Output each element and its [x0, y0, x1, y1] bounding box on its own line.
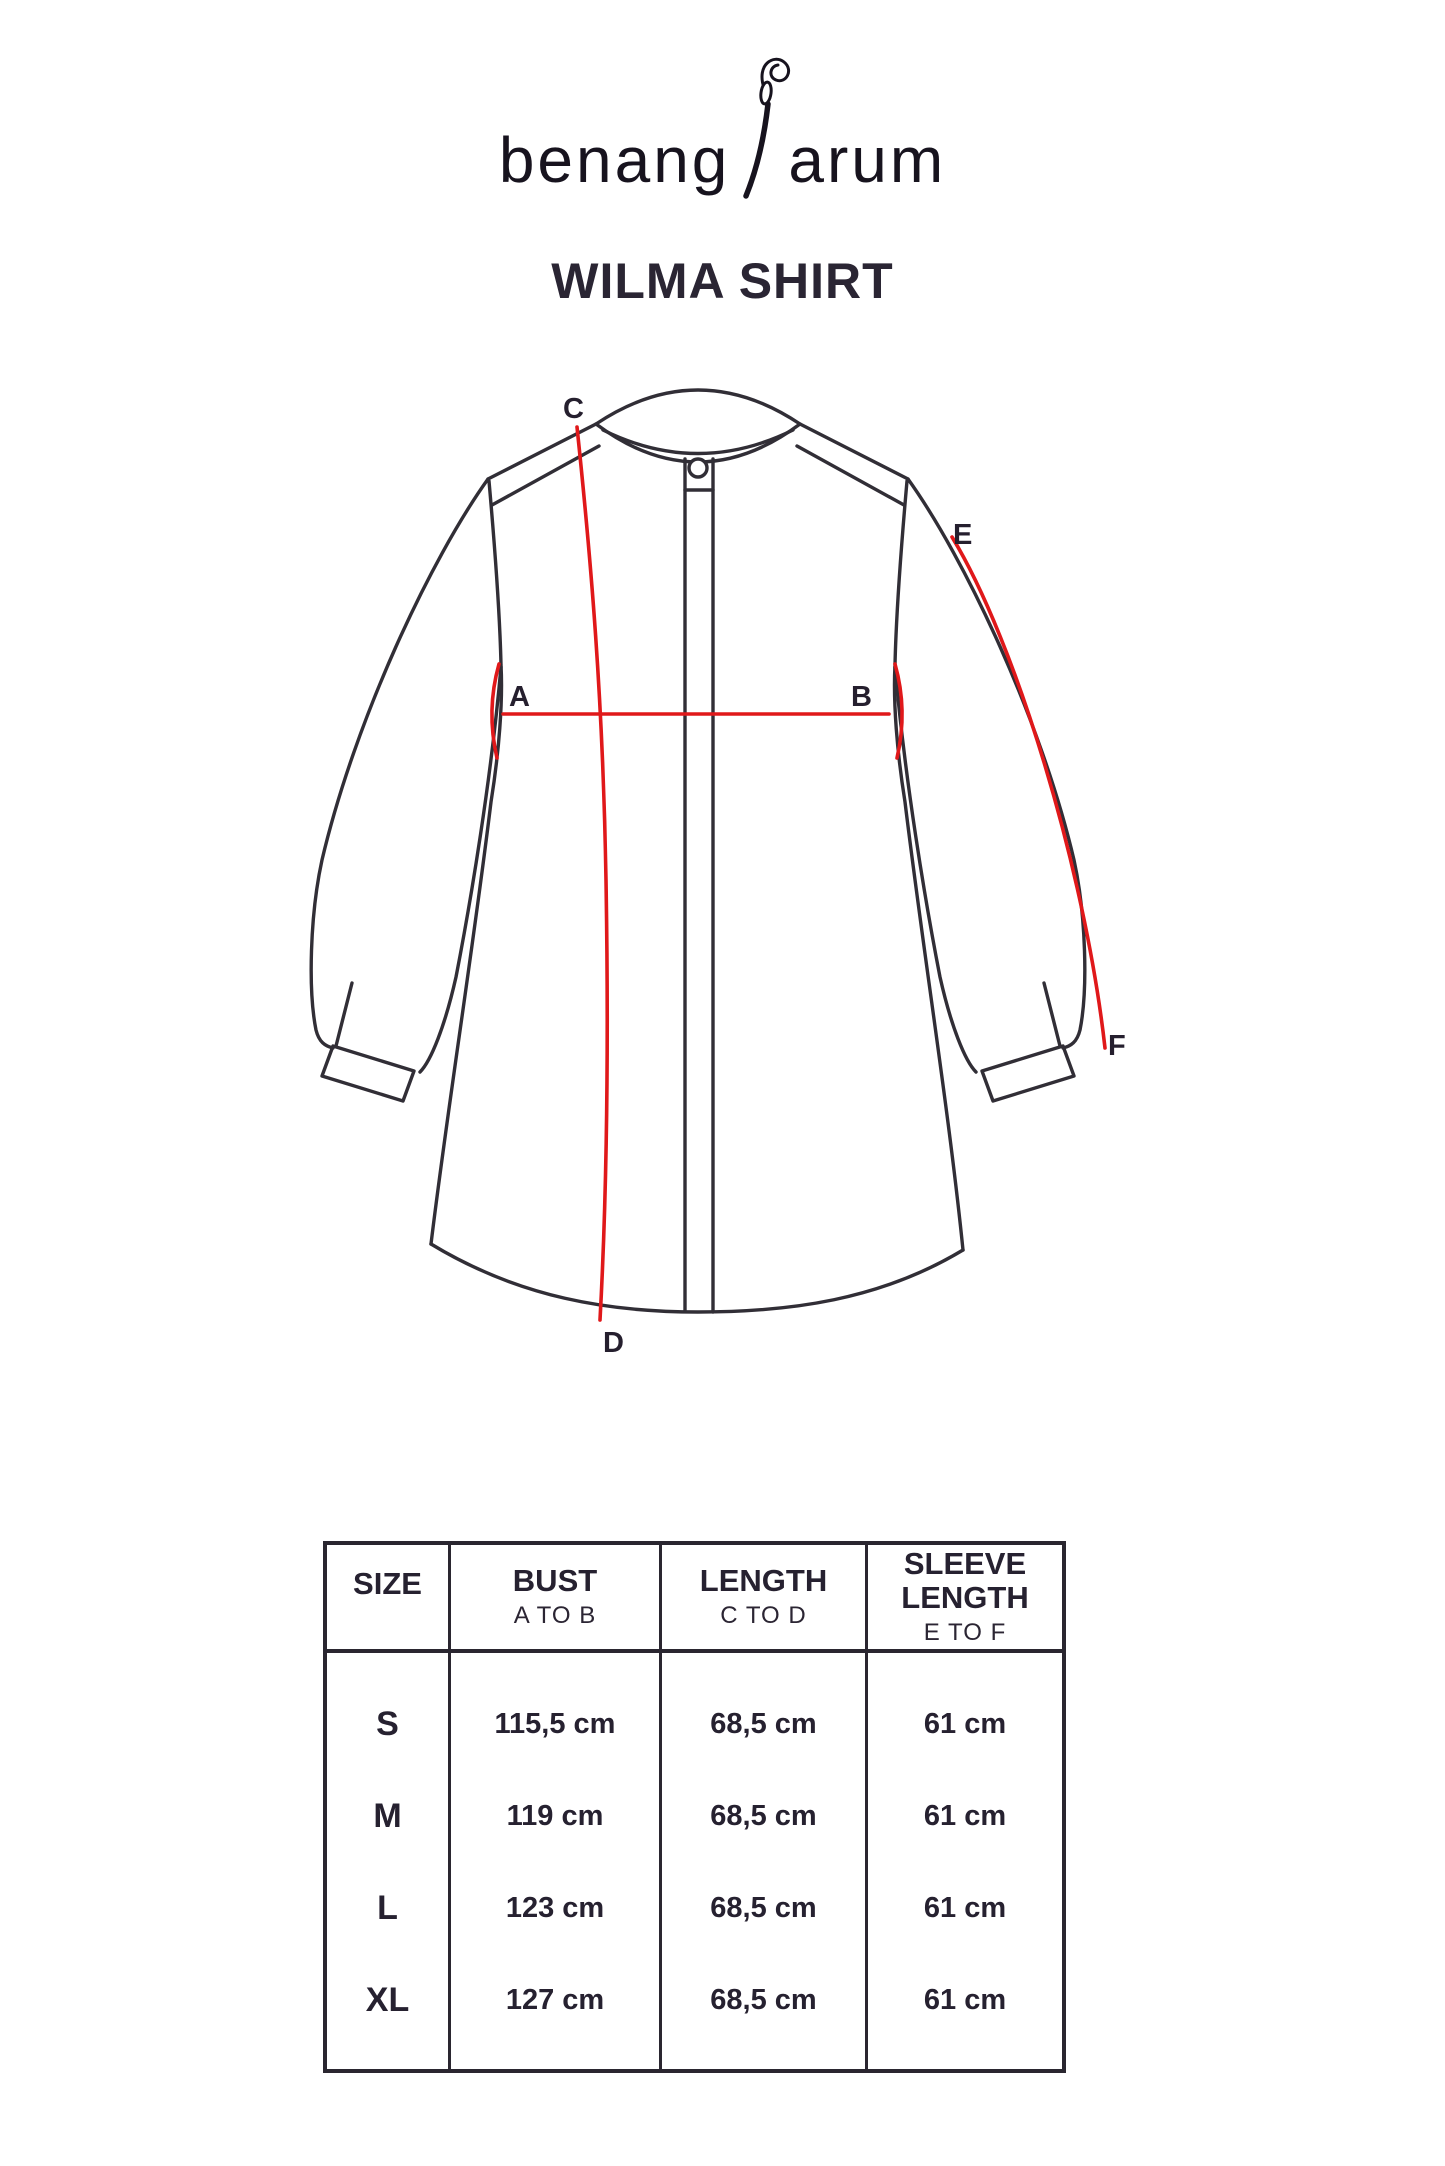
- sleeve-measure-line: [950, 535, 1107, 1050]
- collar-top-edge: [594, 388, 802, 426]
- label-b: B: [851, 681, 872, 713]
- collar-button: [687, 457, 709, 479]
- length-measure-line: [575, 425, 609, 1322]
- brand-word-benang: benang: [498, 124, 731, 196]
- yoke-seam-right-lower: [795, 444, 906, 507]
- header-cell-sleeve-length: SLEEVE LENGTH E TO F: [868, 1545, 1062, 1649]
- length-value: 68,5 cm: [710, 1892, 817, 1924]
- column-sleeve-values: 61 cm 61 cm 61 cm 61 cm: [868, 1653, 1062, 2069]
- armhole-side-seam-right: [892, 479, 965, 1252]
- armhole-mark-right: [893, 662, 904, 760]
- bust-value: 119 cm: [506, 1800, 604, 1832]
- bust-value: 127 cm: [505, 1984, 605, 2016]
- collar-bottom-inner-edge: [601, 428, 795, 456]
- sleeve-value: 61 cm: [923, 1800, 1007, 1832]
- hem-curve: [429, 1242, 965, 1314]
- page-title: WILMA SHIRT: [551, 253, 894, 309]
- cuff-right: [980, 1044, 1076, 1103]
- header-cell-bust: BUST A TO B: [451, 1545, 662, 1649]
- label-a: A: [509, 681, 530, 713]
- brand-word-arum: arum: [788, 124, 947, 196]
- length-value: 68,5 cm: [710, 1800, 817, 1832]
- armhole-side-seam-left: [429, 479, 504, 1246]
- bust-value: 115,5 cm: [494, 1708, 616, 1740]
- sleeve-value: 61 cm: [923, 1984, 1007, 2016]
- sleeve-value: 61 cm: [923, 1892, 1007, 1924]
- column-label: SIZE: [353, 1566, 422, 1601]
- brand-logo: benang arum: [0, 57, 1445, 199]
- cuff-left: [320, 1044, 416, 1103]
- sleeve-right-outer-edge: [906, 477, 1087, 1050]
- shirt-diagram: A B C D E F: [309, 388, 1126, 1359]
- yoke-seam-right-upper: [798, 422, 910, 481]
- column-bust-values: 115,5 cm 119 cm 123 cm 127 cm: [451, 1653, 662, 2069]
- sleeve-value: 61 cm: [923, 1708, 1007, 1740]
- size-chart-header: SIZE BUST A TO B LENGTH C TO D SLEEVE LE…: [327, 1545, 1062, 1653]
- label-f: F: [1108, 1030, 1126, 1062]
- measure-lines: [490, 425, 1107, 1322]
- bust-value: 123 cm: [505, 1892, 605, 1924]
- sleeve-left-gather-line: [334, 981, 354, 1048]
- needle-icon: [730, 57, 791, 199]
- sleeve-right-gather-line: [1042, 981, 1062, 1048]
- column-sublabel: C TO D: [720, 1602, 807, 1630]
- column-length-values: 68,5 cm 68,5 cm 68,5 cm 68,5 cm: [662, 1653, 868, 2069]
- label-c: C: [563, 393, 584, 425]
- column-sublabel: E TO F: [923, 1619, 1007, 1647]
- sleeve-left-outer-edge: [309, 477, 490, 1050]
- measure-labels: A B C D E F: [509, 393, 1126, 1359]
- armhole-mark-left: [490, 662, 501, 760]
- size-chart-table: SIZE BUST A TO B LENGTH C TO D SLEEVE LE…: [323, 1541, 1066, 2073]
- size-value: XL: [365, 1981, 410, 2019]
- header-cell-size: SIZE: [327, 1545, 451, 1649]
- column-label: SLEEVE LENGTH: [901, 1546, 1029, 1616]
- label-e: E: [953, 519, 972, 551]
- size-value: M: [373, 1797, 402, 1835]
- shirt-outline: [309, 388, 1087, 1314]
- sleeve-right-inner-edge: [893, 665, 978, 1074]
- column-label: LENGTH: [699, 1563, 828, 1599]
- column-label: BUST: [512, 1563, 598, 1599]
- column-sublabel: A TO B: [513, 1602, 597, 1630]
- sleeve-left-inner-edge: [418, 665, 503, 1074]
- header-cell-length: LENGTH C TO D: [662, 1545, 868, 1649]
- length-value: 68,5 cm: [710, 1984, 817, 2016]
- size-value: S: [376, 1705, 399, 1743]
- column-size-values: S M L XL: [327, 1653, 451, 2069]
- label-d: D: [603, 1327, 624, 1359]
- collar-bottom-outer-edge: [594, 422, 802, 464]
- size-chart-body: S M L XL 115,5 cm 119 cm 123 cm 127 cm 6…: [327, 1653, 1062, 2069]
- size-value: L: [377, 1889, 398, 1927]
- length-value: 68,5 cm: [710, 1708, 817, 1740]
